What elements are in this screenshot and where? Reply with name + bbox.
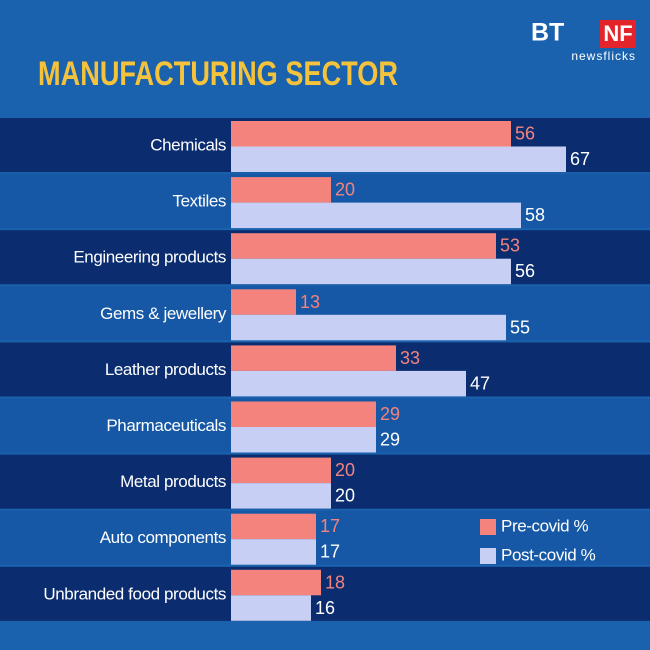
value-label: 16	[315, 598, 335, 618]
category-label: Metal products	[120, 472, 226, 491]
bar	[231, 569, 321, 596]
value-label: 18	[325, 572, 345, 592]
value-label: 20	[335, 180, 355, 200]
value-label: 20	[335, 460, 355, 480]
category-label: Leather products	[105, 360, 226, 379]
legend-label: Post-covid %	[501, 545, 596, 564]
bar	[231, 345, 396, 371]
bar	[231, 457, 331, 484]
value-label: 33	[400, 348, 420, 368]
value-label: 56	[515, 124, 535, 144]
category-label: Gems & jewellery	[100, 304, 227, 323]
bar	[231, 427, 376, 453]
logo-badge: NF	[603, 21, 632, 46]
bar	[231, 258, 511, 285]
bar	[231, 289, 296, 315]
bar	[231, 121, 511, 147]
bar	[231, 177, 331, 203]
category-label: Unbranded food products	[43, 584, 226, 603]
logo-badge-box	[600, 20, 636, 48]
value-label: 47	[470, 373, 490, 393]
legend-swatch	[480, 548, 496, 564]
value-label: 55	[510, 317, 530, 337]
bar	[231, 401, 376, 427]
legend-swatch	[480, 519, 496, 535]
value-label: 17	[320, 516, 340, 536]
legend-label: Pre-covid %	[501, 516, 589, 535]
chart-title: MANUFACTURING SECTOR	[38, 55, 398, 93]
category-label: Auto components	[100, 528, 226, 547]
value-label: 13	[300, 292, 320, 312]
row-stripe	[0, 510, 650, 565]
bar	[231, 370, 466, 397]
value-label: 67	[570, 149, 590, 169]
category-label: Pharmaceuticals	[106, 416, 226, 435]
bar	[231, 233, 496, 259]
value-label: 20	[335, 486, 355, 506]
bar	[231, 539, 316, 565]
bar	[231, 595, 311, 621]
value-label: 17	[320, 542, 340, 562]
category-label: Textiles	[173, 192, 227, 211]
category-label: Chemicals	[150, 136, 226, 155]
bar	[231, 483, 331, 509]
category-label: Engineering products	[73, 248, 226, 267]
bar	[231, 202, 521, 229]
value-label: 29	[380, 404, 400, 424]
bar	[231, 314, 506, 341]
bar	[231, 146, 566, 172]
bar	[231, 513, 316, 540]
value-label: 29	[380, 430, 400, 450]
value-label: 56	[515, 261, 535, 281]
value-label: 53	[500, 236, 520, 256]
value-label: 58	[525, 205, 545, 225]
row-stripe	[0, 566, 650, 621]
logo-main: BT	[531, 19, 564, 47]
logo-sub: newsflicks	[571, 49, 636, 63]
